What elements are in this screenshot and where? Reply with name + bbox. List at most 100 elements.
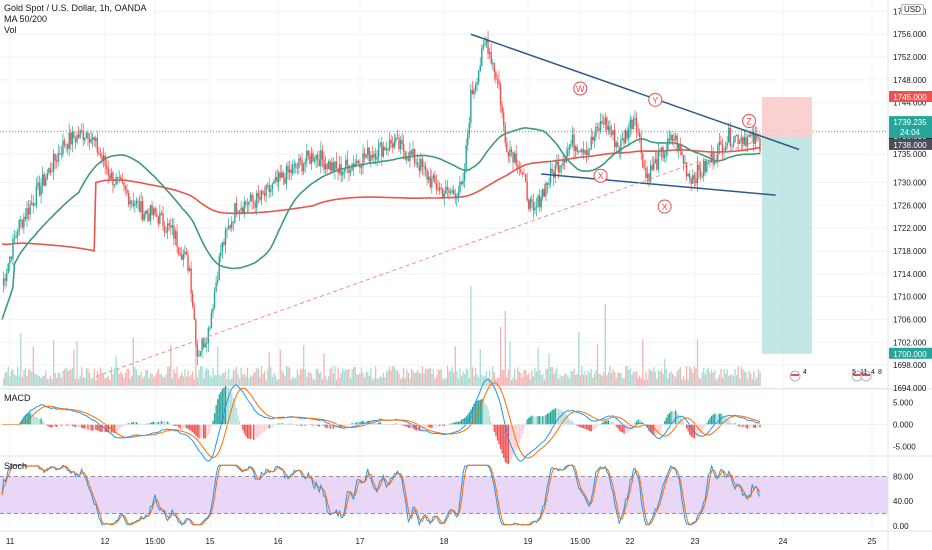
volume-bar [54,372,56,386]
macd-histogram-bar [626,424,628,433]
volume-bar [553,374,555,386]
candle-body [154,208,156,215]
volume-bar [470,286,472,386]
candle-body [229,225,231,228]
volume-bar [248,378,250,386]
volume-bar [621,377,624,386]
candle-body [51,171,53,173]
volume-bar [440,368,442,386]
macd-histogram-bar [565,414,567,425]
macd-histogram-bar [665,417,667,425]
candle-body [542,189,544,198]
volume-bar [382,372,385,386]
candle-body [477,71,480,83]
macd-label[interactable]: MACD [4,393,31,403]
price-tick-label: 1710.000 [893,293,927,302]
macd-histogram-bar [331,424,333,429]
macd-histogram-bar [574,424,577,426]
macd-histogram-bar [432,424,435,428]
macd-histogram-bar [173,424,175,426]
volume-bar [754,379,757,386]
candle-body [485,39,488,44]
macd-histogram-bar [681,418,683,425]
macd-histogram-bar [176,424,178,426]
volume-bar [515,379,517,386]
candle-body [141,201,144,221]
event-count: 4 [803,369,807,376]
symbol-title[interactable]: Gold Spot / U.S. Dollar, 1h, OANDA [4,3,147,13]
macd-histogram-bar [490,421,492,425]
candle-body [535,206,538,208]
volume-bar [259,376,261,386]
candle-body [724,146,727,152]
volume-bar [517,367,519,386]
volume-bar [609,366,611,386]
candle-body [588,148,591,150]
volume-bar [426,369,428,386]
chart-legend: Gold Spot / U.S. Dollar, 1h, OANDA MA 50… [4,3,147,36]
volume-bar [331,366,333,386]
volume-bar [18,375,20,386]
volume-bar [315,368,317,386]
candle-body [498,79,500,85]
volume-bar [543,379,546,386]
volume-bar [246,367,249,386]
candle-body [224,229,227,245]
volume-bar [737,366,739,386]
candle-body [241,207,244,213]
volume-bar [38,376,41,386]
volume-bar [750,373,752,386]
volume-bar [179,375,181,386]
volume-bar [371,379,374,386]
volume-bar [454,345,456,386]
candle-body [371,155,374,158]
macd-histogram-bar [703,424,705,429]
candle-body [645,167,647,178]
macd-histogram-bar [507,424,510,465]
macd-histogram-bar [154,422,156,425]
currency-badge[interactable]: USD [901,4,924,15]
volume-bar [598,373,600,386]
candle-body [413,148,416,163]
candle-body [24,216,27,219]
macd-histogram-bar [593,424,596,430]
volume-bar [514,369,516,386]
volume-bar [12,368,14,386]
macd-histogram-bar [35,416,38,425]
candle-body [234,203,236,223]
volume-bar [35,374,38,386]
volume-bar [338,377,341,386]
candle-body [12,238,14,259]
volume-bar [631,374,633,386]
ma-indicator-label[interactable]: MA 50/200 [4,14,48,24]
macd-histogram-bar [571,420,574,425]
candle-body [452,190,455,194]
volume-bar [310,373,313,386]
trend-lines [95,33,800,378]
volume-bar [645,371,647,386]
macd-histogram-bar [675,410,677,425]
candle-body [13,238,16,239]
macd-histogram-bar [551,409,553,425]
macd-histogram-bar [46,424,49,426]
macd-histogram-bar [476,400,478,425]
price-tick-label: 1706.000 [893,316,927,325]
price-tick-label: 1702.000 [893,338,927,347]
macd-histogram-bar [418,424,420,432]
stoch-label[interactable]: Stoch [4,461,28,471]
volume-bar [57,372,59,386]
wave-label: Z [746,116,752,126]
macd-histogram-bar [639,419,641,425]
macd-histogram-bar [514,424,516,453]
volume-bar [109,379,111,386]
macd-histogram-bar [381,423,383,425]
candle-body [179,252,181,256]
macd-histogram-bar [707,420,710,425]
candle-body [607,126,610,130]
volume-indicator-label[interactable]: Vol [4,25,17,35]
volume-bar [593,374,596,386]
candle-body [196,344,199,357]
macd-histogram-bar [685,424,688,429]
volume-bar [720,368,722,386]
